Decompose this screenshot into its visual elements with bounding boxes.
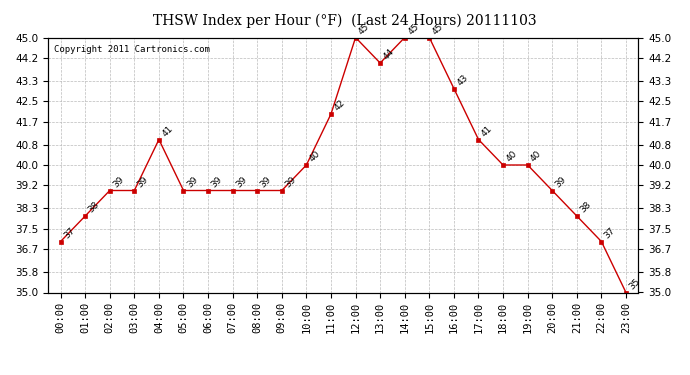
Text: 39: 39 <box>259 175 273 189</box>
Text: 37: 37 <box>603 226 618 240</box>
Text: THSW Index per Hour (°F)  (Last 24 Hours) 20111103: THSW Index per Hour (°F) (Last 24 Hours)… <box>153 13 537 27</box>
Text: 45: 45 <box>357 22 371 36</box>
Text: 45: 45 <box>431 22 445 36</box>
Text: 37: 37 <box>62 226 77 240</box>
Text: 44: 44 <box>382 47 396 62</box>
Text: 38: 38 <box>578 200 593 214</box>
Text: 39: 39 <box>111 175 126 189</box>
Text: 41: 41 <box>160 124 175 138</box>
Text: 39: 39 <box>283 175 297 189</box>
Text: 39: 39 <box>553 175 568 189</box>
Text: 45: 45 <box>406 22 420 36</box>
Text: 41: 41 <box>480 124 494 138</box>
Text: 40: 40 <box>308 149 322 164</box>
Text: 42: 42 <box>333 98 346 112</box>
Text: 39: 39 <box>185 175 199 189</box>
Text: 43: 43 <box>455 73 470 87</box>
Text: 35: 35 <box>627 277 642 291</box>
Text: 39: 39 <box>136 175 150 189</box>
Text: Copyright 2011 Cartronics.com: Copyright 2011 Cartronics.com <box>55 45 210 54</box>
Text: 40: 40 <box>504 149 519 164</box>
Text: 40: 40 <box>529 149 544 164</box>
Text: 38: 38 <box>86 200 101 214</box>
Text: 39: 39 <box>234 175 248 189</box>
Text: 39: 39 <box>210 175 224 189</box>
